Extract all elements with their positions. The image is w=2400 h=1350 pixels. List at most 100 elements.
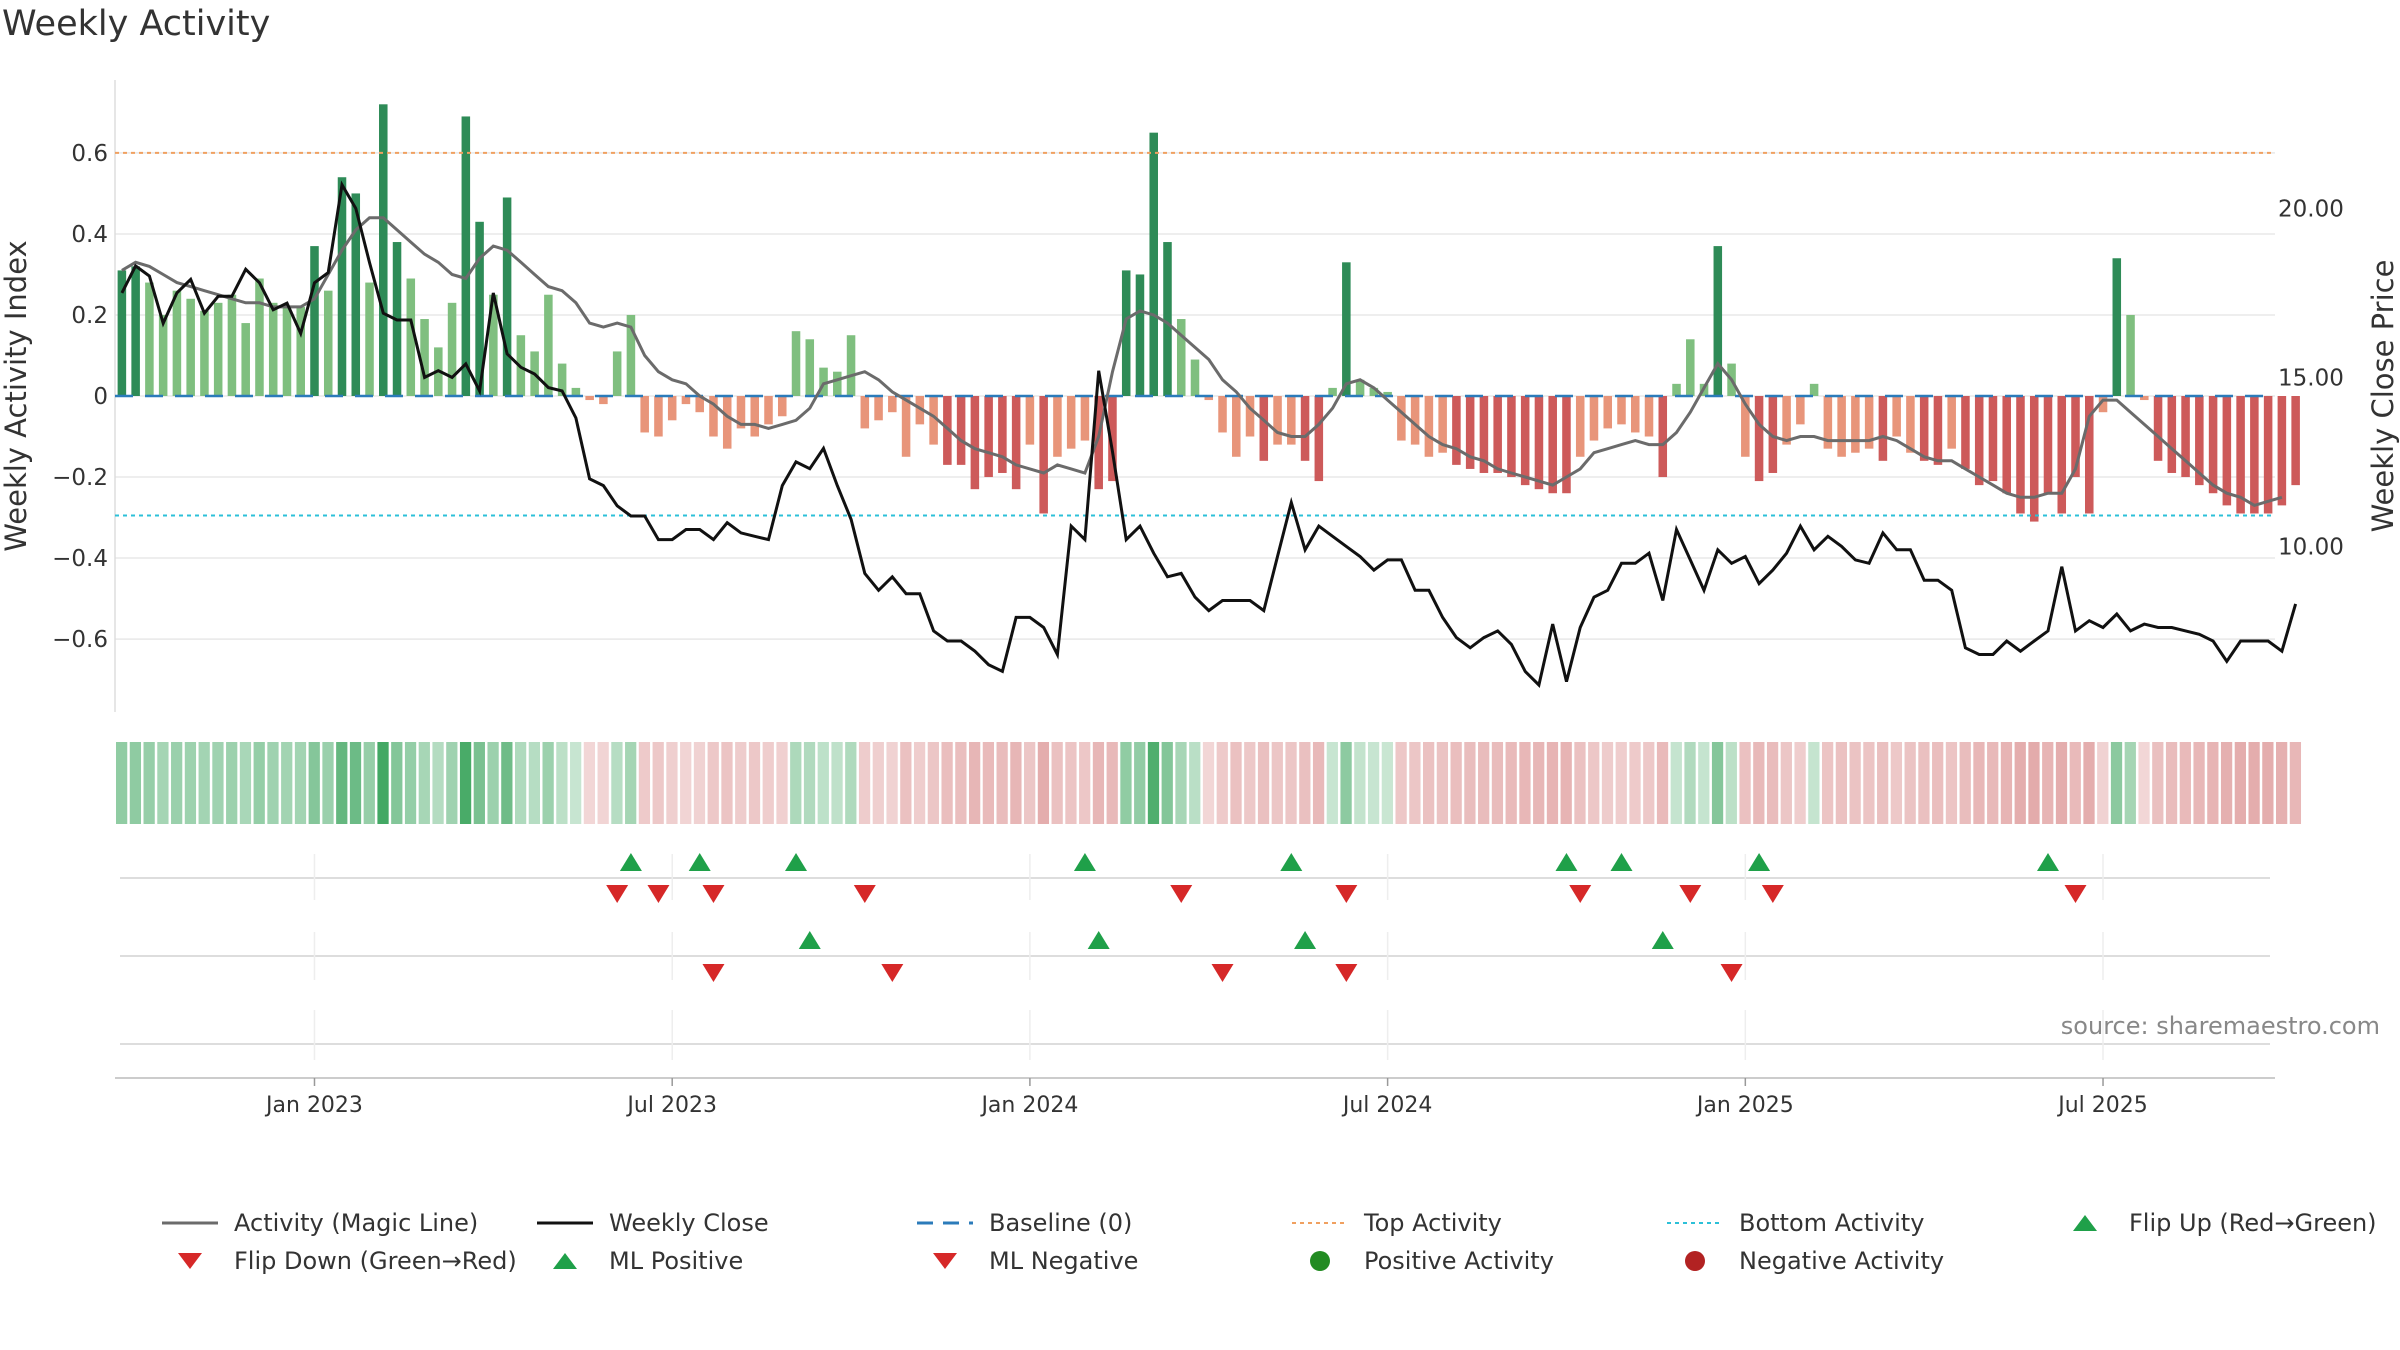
heat-strip-cell bbox=[349, 742, 362, 824]
y-left-tick-label: 0.4 bbox=[71, 222, 108, 248]
activity-bar bbox=[1080, 396, 1090, 441]
activity-bar bbox=[447, 302, 457, 396]
legend-item: Flip Up (Red→Green) bbox=[2055, 1205, 2377, 1241]
magic-line bbox=[121, 216, 2283, 508]
activity-bar bbox=[1121, 270, 1131, 396]
activity-bar bbox=[1066, 396, 1076, 449]
heat-strip-cell bbox=[570, 742, 582, 824]
activity-bar bbox=[695, 396, 704, 413]
activity-bar bbox=[1245, 396, 1255, 437]
heat-strip-cell bbox=[281, 742, 293, 824]
ml-positive-marker bbox=[1294, 931, 1317, 949]
activity-bar bbox=[268, 302, 278, 396]
y-right-tick-label: 10.00 bbox=[2278, 534, 2344, 560]
heat-strip-cell bbox=[336, 742, 348, 824]
heat-strip-cell bbox=[446, 742, 458, 824]
activity-bar bbox=[1039, 396, 1048, 514]
heat-strip-cell bbox=[776, 742, 788, 824]
legend-triangle-down bbox=[933, 1253, 957, 1269]
activity-bar bbox=[612, 351, 622, 396]
x-tick-label: Jul 2024 bbox=[1341, 1093, 1433, 1118]
activity-bar bbox=[1149, 132, 1158, 396]
activity-bar bbox=[2126, 314, 2135, 396]
heat-strip-cell bbox=[1808, 742, 1820, 824]
heat-strip-cell bbox=[363, 742, 375, 824]
activity-bar bbox=[2098, 396, 2108, 413]
activity-bar bbox=[1603, 396, 1613, 429]
activity-bar bbox=[255, 278, 264, 396]
activity-bar bbox=[489, 294, 498, 396]
activity-bar bbox=[475, 221, 484, 396]
y-right-tick-label: 20.00 bbox=[2278, 196, 2344, 222]
activity-bar bbox=[2208, 396, 2218, 494]
y-left-tick-label: −0.2 bbox=[52, 465, 108, 491]
heat-strip-cell bbox=[143, 742, 155, 824]
heat-strip-cell bbox=[1863, 742, 1875, 824]
heat-strip-cell bbox=[2124, 742, 2136, 824]
heat-strip-cell bbox=[2276, 742, 2288, 824]
heat-strip-cell bbox=[487, 742, 499, 824]
heat-strip-cell bbox=[1175, 742, 1187, 824]
heat-strip-cell bbox=[900, 742, 912, 824]
heat-strip-cell bbox=[1918, 742, 1930, 824]
activity-bar bbox=[1383, 391, 1392, 396]
activity-bar bbox=[186, 298, 195, 396]
heat-strip-cell bbox=[1257, 742, 1270, 824]
legend-item: Flip Down (Green→Red) bbox=[160, 1243, 517, 1279]
activity-bar bbox=[1300, 396, 1310, 461]
activity-bar bbox=[1410, 396, 1420, 445]
activity-bar bbox=[2057, 396, 2067, 514]
heat-strip-cell bbox=[501, 742, 513, 824]
legend-triangle-down bbox=[178, 1253, 202, 1269]
activity-bar bbox=[2043, 396, 2053, 494]
activity-bar bbox=[1933, 396, 1943, 465]
heat-strip-cell bbox=[1725, 742, 1737, 824]
flip-up-marker bbox=[2036, 853, 2059, 871]
activity-bar bbox=[1218, 396, 1227, 433]
activity-bar bbox=[819, 367, 828, 396]
flip-down-marker bbox=[1335, 885, 1358, 903]
heat-strip-cell bbox=[721, 742, 733, 824]
activity-bar bbox=[158, 314, 168, 396]
heat-strip-cell bbox=[1450, 742, 1462, 824]
heat-strip-cell bbox=[1079, 742, 1091, 824]
ml-positive-marker bbox=[798, 931, 821, 949]
y-left-tick-label: 0.2 bbox=[71, 303, 108, 329]
heat-strip-cell bbox=[2262, 742, 2274, 824]
legend-swatch bbox=[162, 1221, 218, 1225]
heat-strip-cell bbox=[1312, 742, 1325, 824]
heat-strip-cell bbox=[322, 742, 334, 824]
activity-bar bbox=[654, 396, 663, 437]
heat-strip-cell bbox=[680, 742, 692, 824]
heat-strip-cell bbox=[473, 742, 485, 824]
heat-strip-cell bbox=[1436, 742, 1449, 824]
activity-bar bbox=[1919, 396, 1929, 461]
heat-strip-cell bbox=[1037, 742, 1050, 824]
flip-down-marker bbox=[1761, 885, 1784, 903]
activity-bar bbox=[1479, 396, 1489, 473]
heat-strip-cell bbox=[831, 742, 843, 824]
heat-strip-cell bbox=[927, 742, 939, 824]
heat-strip-cell bbox=[1601, 742, 1614, 824]
activity-bar bbox=[1782, 396, 1791, 445]
activity-bar bbox=[1355, 379, 1365, 396]
legend-swatch bbox=[537, 1221, 593, 1225]
heat-strip-cell bbox=[1051, 742, 1063, 824]
activity-bar bbox=[1465, 396, 1475, 469]
legend-circle bbox=[1310, 1251, 1330, 1271]
heat-strip-cell bbox=[845, 742, 857, 824]
heat-strip-cell bbox=[116, 742, 128, 824]
legend-swatch bbox=[1310, 1251, 1330, 1271]
activity-bar bbox=[1686, 339, 1695, 396]
activity-bar bbox=[1644, 396, 1654, 437]
legend-item: Negative Activity bbox=[1665, 1243, 1944, 1279]
activity-bar bbox=[860, 396, 870, 429]
heat-strip-cell bbox=[418, 742, 430, 824]
heat-strip-cell bbox=[1711, 742, 1724, 824]
heat-strip-cell bbox=[1161, 742, 1173, 824]
heat-strip-cell bbox=[1216, 742, 1228, 824]
legend-swatch bbox=[917, 1221, 973, 1225]
heat-strip-cell bbox=[2069, 742, 2081, 824]
heat-strip-cell bbox=[1890, 742, 1903, 824]
heat-strip-cell bbox=[2193, 742, 2205, 824]
